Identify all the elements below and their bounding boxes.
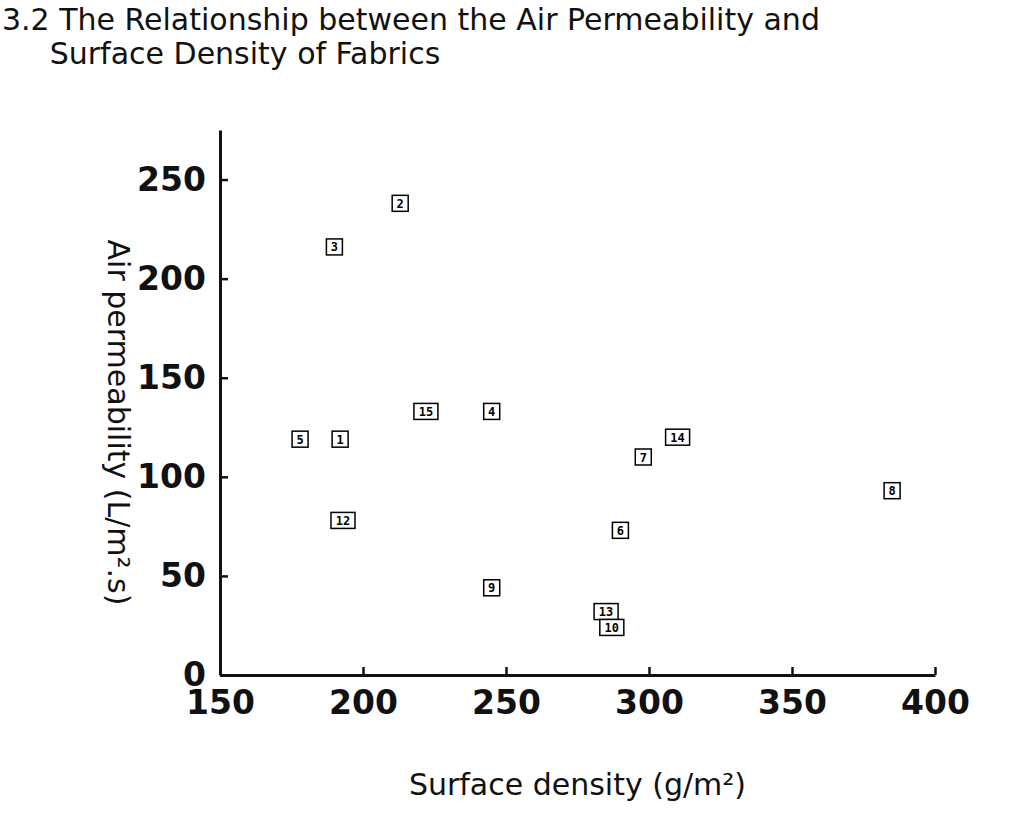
points bbox=[292, 195, 900, 635]
tick: 250 bbox=[137, 160, 228, 199]
tick-mark bbox=[220, 674, 228, 677]
tick-mark bbox=[934, 667, 937, 675]
tick-label: 50 bbox=[160, 556, 206, 595]
tick: 50 bbox=[160, 556, 228, 595]
x-axis-title: Surface density (g/m²) bbox=[409, 767, 746, 802]
point-label: 8 bbox=[888, 484, 895, 498]
tick: 200 bbox=[137, 259, 228, 298]
x-axis: 150200250300350400 bbox=[186, 667, 970, 722]
tick: 350 bbox=[758, 667, 827, 722]
tick-label: 300 bbox=[615, 683, 684, 722]
tick-mark bbox=[220, 476, 228, 479]
point bbox=[392, 195, 408, 211]
tick-label: 200 bbox=[137, 259, 206, 298]
point-label: 1 bbox=[337, 433, 344, 447]
point-label: 15 bbox=[419, 405, 433, 419]
point-label: 6 bbox=[617, 524, 624, 538]
axis-line bbox=[221, 674, 936, 677]
tick-label: 150 bbox=[137, 358, 206, 397]
tick: 250 bbox=[472, 667, 541, 722]
tick: 100 bbox=[137, 457, 228, 496]
tick-label: 100 bbox=[137, 457, 206, 496]
tick: 200 bbox=[329, 667, 398, 722]
point bbox=[332, 431, 348, 447]
point-label: 4 bbox=[488, 405, 495, 419]
tick-mark bbox=[220, 278, 228, 281]
point bbox=[635, 449, 651, 465]
point-label: 9 bbox=[488, 581, 495, 595]
point-label: 13 bbox=[599, 605, 613, 619]
tick-label: 0 bbox=[183, 655, 206, 694]
point-label: 12 bbox=[336, 514, 350, 528]
title-line: Surface Density of Fabrics bbox=[50, 36, 441, 71]
point-label: 2 bbox=[397, 197, 404, 211]
tick-mark bbox=[220, 179, 228, 182]
point bbox=[484, 580, 500, 596]
chart: 3.2 The Relationship between the Air Per… bbox=[0, 0, 1030, 813]
point bbox=[484, 403, 500, 419]
tick-mark bbox=[362, 667, 365, 675]
point-label: 3 bbox=[331, 240, 338, 254]
title: 3.2 The Relationship between the Air Per… bbox=[2, 2, 820, 71]
tick-mark bbox=[648, 667, 651, 675]
tick: 400 bbox=[901, 667, 970, 722]
point bbox=[414, 403, 438, 419]
tick: 150 bbox=[137, 358, 228, 397]
tick-label: 350 bbox=[758, 683, 827, 722]
tick-label: 200 bbox=[329, 683, 398, 722]
point bbox=[600, 619, 624, 635]
point-label: 5 bbox=[296, 433, 303, 447]
point-label: 10 bbox=[605, 621, 619, 635]
point bbox=[331, 512, 355, 528]
point bbox=[594, 604, 618, 620]
point bbox=[326, 239, 342, 255]
tick-label: 250 bbox=[472, 683, 541, 722]
tick-label: 400 bbox=[901, 683, 970, 722]
tick-mark bbox=[505, 667, 508, 675]
point-label: 7 bbox=[640, 451, 647, 465]
tick-mark bbox=[220, 575, 228, 578]
y-axis-title: Air permeability (L/m².s) bbox=[101, 240, 136, 606]
tick: 0 bbox=[183, 655, 228, 694]
point bbox=[612, 522, 628, 538]
tick-label: 250 bbox=[137, 160, 206, 199]
tick: 300 bbox=[615, 667, 684, 722]
point-labels: 5 1 12 3 2 15 4 9 13 10 6 7 14 8 bbox=[296, 197, 895, 635]
point bbox=[666, 429, 690, 445]
tick-mark bbox=[791, 667, 794, 675]
point bbox=[884, 483, 900, 499]
point bbox=[292, 431, 308, 447]
y-axis: 0 50 100 150 200 250 bbox=[137, 131, 228, 695]
point-label: 14 bbox=[670, 431, 684, 445]
title-line: 3.2 The Relationship between the Air Per… bbox=[2, 2, 820, 37]
axis-line bbox=[219, 131, 222, 676]
tick-mark bbox=[220, 377, 228, 380]
